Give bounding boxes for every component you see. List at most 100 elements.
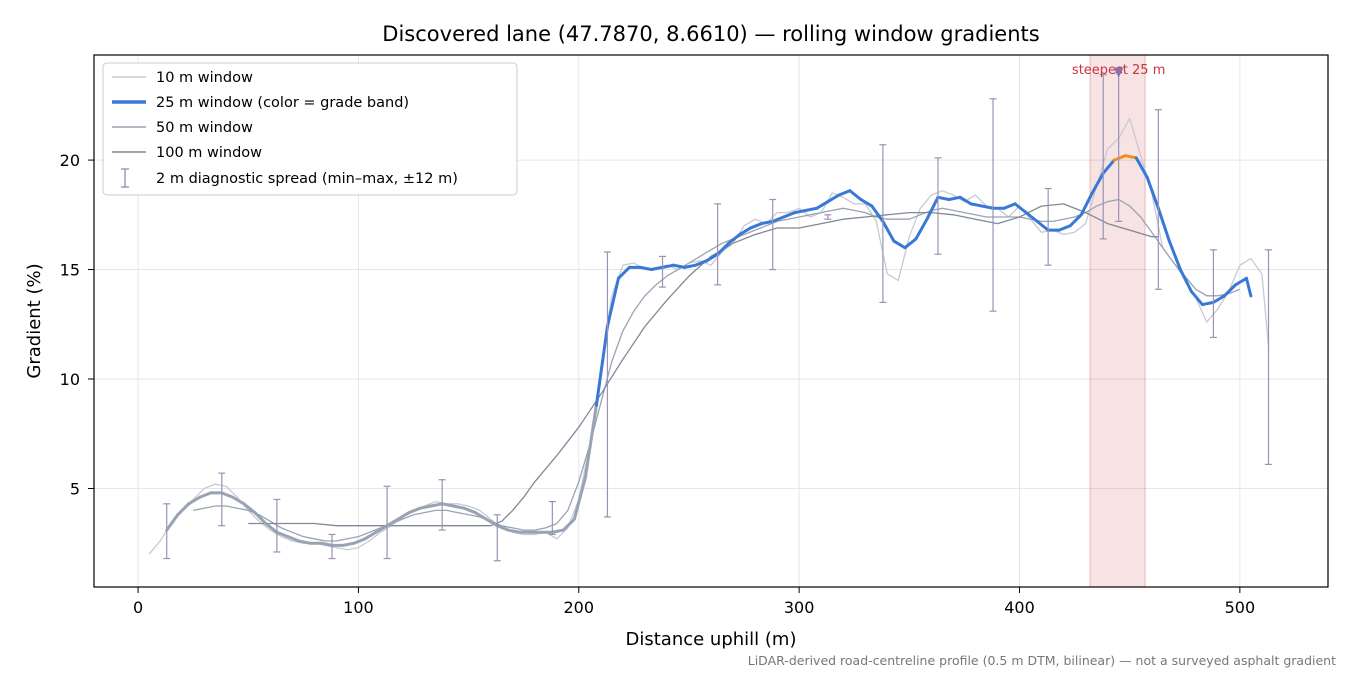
series-segment-25m [705, 252, 720, 263]
steepest-band-layer [1089, 55, 1146, 587]
series-segment-25m [1079, 191, 1094, 217]
legend-label-25m: 25 m window (color = grade band) [156, 95, 409, 111]
legend-label-10m: 10 m window [156, 70, 253, 86]
series-segment-25m [1057, 224, 1072, 232]
series-segment-25m [782, 211, 797, 219]
errorbar [603, 251, 611, 518]
errorbar [824, 214, 832, 220]
series-segment-25m [429, 502, 444, 508]
legend-label-100m: 100 m window [156, 145, 262, 161]
series-segment-25m [407, 506, 422, 515]
series-segment-25m [506, 528, 521, 534]
errorbar [328, 533, 336, 560]
errorbar [163, 503, 171, 560]
series-segment-25m [925, 195, 940, 221]
series-segment-25m [1222, 283, 1237, 298]
errorbar [383, 485, 391, 560]
series-segment-25m [892, 239, 907, 250]
series-segment-25m [484, 517, 499, 528]
series-segment-25m [1145, 176, 1160, 210]
series-line-25m [165, 154, 1253, 547]
errorbar [273, 498, 281, 553]
x-tick-label: 400 [1004, 598, 1035, 617]
errorbar [989, 98, 997, 312]
y-axis-label: Gradient (%) [24, 263, 45, 378]
errorbar [714, 203, 722, 286]
series-segment-25m [638, 265, 654, 272]
series-segment-25m [694, 259, 709, 267]
series-segment-25m [1024, 211, 1039, 223]
series-segment-25m [1101, 158, 1116, 175]
series-segment-25m [341, 541, 356, 547]
series-segment-25m [495, 524, 510, 532]
series-segment-25m [396, 511, 411, 521]
series-segment-25m [826, 193, 841, 204]
errorbar [1265, 249, 1273, 465]
series-segment-25m [583, 403, 598, 480]
series-segment-25m [275, 530, 290, 539]
series-segment-25m [716, 241, 731, 256]
series-segment-25m [1178, 268, 1193, 293]
series-segment-25m [969, 202, 984, 208]
series-segment-25m [462, 506, 477, 515]
series-segment-25m [683, 263, 698, 269]
series-segment-25m [672, 263, 687, 269]
series-segment-25m [958, 195, 973, 206]
series-segment-25m [440, 502, 455, 508]
y-tick-label: 20 [60, 151, 80, 170]
errorbar [659, 255, 667, 288]
series-segment-25m [594, 324, 609, 407]
series-segment-25m [264, 522, 279, 534]
series-segment-25m [1134, 156, 1149, 180]
series-line-3 [248, 203, 1159, 527]
series-lines [148, 117, 1270, 555]
series-segment-25m [650, 265, 665, 272]
series-segment-25m [837, 189, 852, 197]
series-segment-25m [198, 491, 213, 499]
errorbar [769, 198, 777, 271]
x-tick-label: 300 [784, 598, 815, 617]
series-segment-25m [881, 219, 896, 243]
series-segment-25m [1112, 154, 1127, 162]
series-segment-25m [1068, 213, 1083, 228]
legend-box [102, 62, 518, 196]
series-segment-25m [1211, 294, 1226, 304]
series-segment-25m [870, 204, 885, 223]
series-segment-25m [1156, 206, 1171, 243]
series-segment-25m [352, 537, 367, 545]
series-segment-25m [936, 195, 951, 201]
errorbar [879, 144, 887, 303]
series-segment-25m [1167, 239, 1182, 272]
legend-label-spread: 2 m diagnostic spread (min–max, ±12 m) [156, 171, 458, 187]
series-segment-25m [176, 502, 191, 517]
x-tick-label: 100 [343, 598, 374, 617]
series-segment-25m [661, 263, 676, 269]
errorbar [1154, 109, 1162, 290]
series-segment-25m [1189, 289, 1204, 307]
series-segment-25m [804, 206, 819, 212]
series-segment-25m [165, 513, 180, 532]
series-segment-25m [286, 535, 301, 543]
series-segment-25m [616, 265, 631, 280]
series-line-0 [148, 117, 1270, 555]
series-segment-25m [738, 226, 753, 237]
y-tick-label: 10 [60, 370, 80, 389]
series-segment-25m [727, 233, 742, 245]
series-segment-25m [297, 539, 312, 545]
series-segment-25m [749, 222, 764, 230]
series-segment-25m [1244, 276, 1253, 298]
x-tick-label: 500 [1225, 598, 1256, 617]
series-segment-25m [242, 502, 257, 515]
series-segment-25m [319, 541, 334, 547]
errorbar [1209, 249, 1217, 339]
series-segment-25m [947, 195, 962, 201]
x-tick-label: 0 [133, 598, 143, 617]
errorbar [934, 157, 942, 255]
x-axis-label: Distance uphill (m) [626, 629, 797, 650]
series-segment-25m [550, 528, 565, 534]
y-tick-label: 5 [70, 479, 80, 498]
series-segment-25m [793, 208, 808, 215]
legend-label-50m: 50 m window [156, 120, 253, 136]
series-line-2 [193, 198, 1241, 542]
